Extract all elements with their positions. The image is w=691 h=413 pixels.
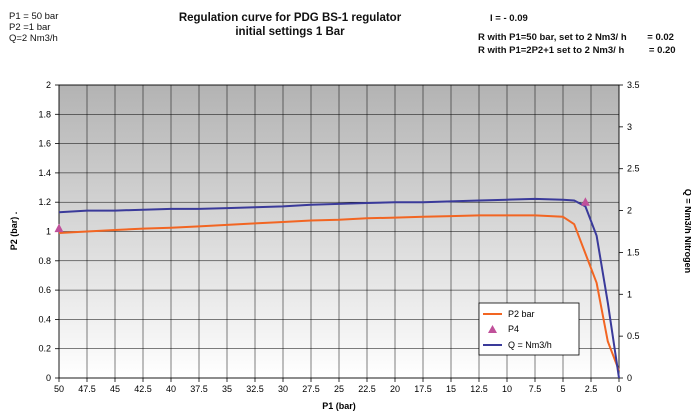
y-tick-label: 0.8 xyxy=(38,256,51,266)
param-p1: P1 = 50 bar xyxy=(9,11,59,22)
y-tick-label: 0.6 xyxy=(38,285,51,295)
i-value: I = - 0.09 xyxy=(490,13,528,24)
x-tick-label: 40 xyxy=(166,384,176,394)
y2-tick-label: 2.5 xyxy=(627,164,640,174)
x-tick-label: 17.5 xyxy=(414,384,432,394)
x-tick-label: 45 xyxy=(110,384,120,394)
x-tick-label: 0 xyxy=(616,384,621,394)
x-tick-label: 22.5 xyxy=(358,384,376,394)
r-line1-label: R with P1=50 bar, set to 2 Nm3/ h xyxy=(478,32,627,43)
x-tick-label: 10 xyxy=(502,384,512,394)
y2-tick-label: 3.5 xyxy=(627,80,640,90)
x-tick-label: 20 xyxy=(390,384,400,394)
legend-label-p2: P2 bar xyxy=(508,309,535,319)
y2-tick-label: 1.5 xyxy=(627,247,640,257)
r-line2-value: = 0.20 xyxy=(648,45,676,56)
grid-lines xyxy=(58,84,620,379)
series-lines xyxy=(58,197,620,379)
legend-box xyxy=(478,302,580,356)
series-line-q xyxy=(58,197,620,379)
y-tick-label: 0 xyxy=(46,373,51,383)
y-axis-label: P2 (bar) . xyxy=(9,212,19,251)
parameters-block: P1 = 50 bar P2 =1 bar Q=2 Nm3/h xyxy=(9,11,58,44)
series-marker-p4 xyxy=(54,223,64,233)
y-tick-label: 1.8 xyxy=(38,109,51,119)
y-tick-label: 0.2 xyxy=(38,344,51,354)
legend-swatch-p4 xyxy=(488,325,497,333)
y-tick-label: 0.4 xyxy=(38,314,51,324)
y-tick-label: 2 xyxy=(46,80,51,90)
param-q: Q=2 Nm3/h xyxy=(9,33,58,44)
y-tick-label: 1.6 xyxy=(38,139,51,149)
series-marker-p4 xyxy=(580,197,590,206)
axis-ticks: 50 47.5 45 42.5 40 37.5 35 32.5 30 27.5 25 22.5 20 17… xyxy=(38,80,639,394)
chart-title: Regulation curve for PDG BS-1 regulator xyxy=(178,12,402,24)
y2-tick-label: 1 xyxy=(627,289,632,299)
param-p2: P2 =1 bar xyxy=(9,22,51,33)
chart-subtitle: initial settings 1 Bar xyxy=(235,26,345,38)
legend-label-p4: P4 xyxy=(508,324,519,334)
y-tick-label: 1.4 xyxy=(38,168,51,178)
y2-tick-label: 3 xyxy=(627,122,632,132)
x-tick-label: 25 xyxy=(334,384,344,394)
legend-label-q: Q = Nm3/h xyxy=(508,340,552,350)
x-tick-label: 35 xyxy=(222,384,232,394)
x-tick-label: 5 xyxy=(560,384,565,394)
x-tick-label: 42.5 xyxy=(134,384,152,394)
x-tick-label: 50 xyxy=(54,384,64,394)
series-line-p2 xyxy=(58,214,620,372)
chart-title-block: Regulation curve for PDG BS-1 regulator … xyxy=(140,11,440,39)
y2-tick-label: 2 xyxy=(627,206,632,216)
x-tick-label: 30 xyxy=(278,384,288,394)
x-axis-label: P1 (bar) xyxy=(322,401,356,411)
x-tick-label: 7.5 xyxy=(529,384,542,394)
series-markers xyxy=(54,197,590,233)
x-tick-label: 2.5 xyxy=(585,384,598,394)
x-tick-label: 37.5 xyxy=(190,384,208,394)
y2-tick-label: 0 xyxy=(627,373,632,383)
r-line1-value: = 0.02 xyxy=(647,32,674,43)
r-values-block: R with P1=50 bar, set to 2 Nm3/ h = 0.02… xyxy=(478,31,676,57)
y2-axis-label: Q = Nm3/h Nitrogen xyxy=(683,189,691,273)
r-line2-label: R with P1=2P2+1 set to 2 Nm3/ h xyxy=(478,45,625,56)
x-tick-label: 12.5 xyxy=(470,384,488,394)
x-tick-label: 27.5 xyxy=(302,384,320,394)
y2-tick-label: 0.5 xyxy=(627,331,640,341)
legend: P2 bar P4 Q = Nm3/h xyxy=(478,302,580,356)
y-tick-label: 1.2 xyxy=(38,197,51,207)
x-tick-label: 47.5 xyxy=(78,384,96,394)
x-tick-label: 32.5 xyxy=(246,384,264,394)
x-tick-label: 15 xyxy=(446,384,456,394)
y-tick-label: 1 xyxy=(46,227,51,237)
